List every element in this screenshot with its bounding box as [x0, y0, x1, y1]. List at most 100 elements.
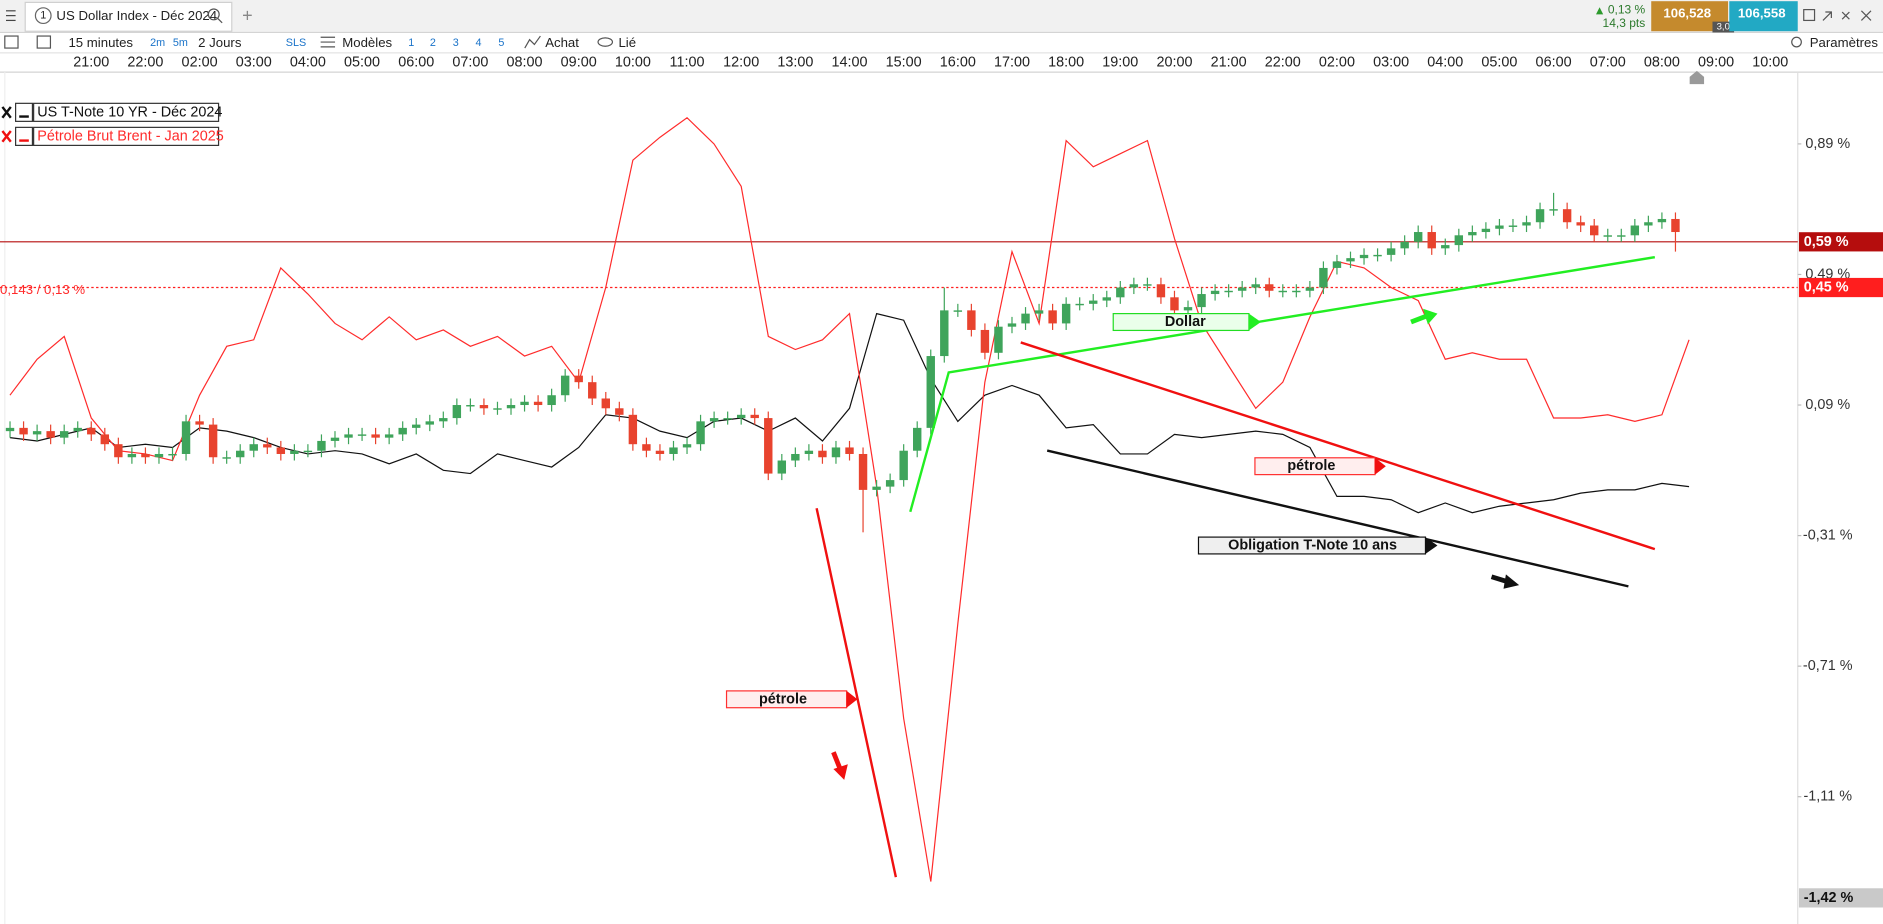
candle-body — [791, 453, 800, 461]
candle-body — [1373, 254, 1382, 257]
candle-body — [804, 450, 814, 454]
trend-line — [1046, 449, 1629, 588]
legend-remove[interactable] — [1, 130, 12, 143]
candle-body — [1116, 287, 1125, 298]
layout-button[interactable]: 5 — [498, 37, 504, 49]
candle-body — [1576, 222, 1585, 226]
candle-body — [1332, 261, 1342, 268]
candle-body — [967, 310, 976, 330]
candle-body — [439, 418, 448, 422]
trend-line — [909, 255, 1656, 513]
candle-body — [1400, 241, 1409, 249]
candle-body — [249, 444, 258, 451]
x-tick-label: 21:00 — [1211, 54, 1247, 70]
candle-body — [263, 444, 272, 448]
candle-body — [980, 329, 990, 353]
linked[interactable]: Lié — [618, 35, 636, 50]
add-tab[interactable]: + — [242, 6, 253, 26]
x-tick-label: 14:00 — [831, 54, 867, 70]
arrow-head — [1423, 308, 1438, 325]
y-tick-label: -0,71 % — [1803, 658, 1853, 674]
layout-button[interactable]: 3 — [453, 37, 459, 49]
arrow-head — [833, 764, 848, 780]
x-tick-label: 04:00 — [1427, 54, 1463, 70]
annotation[interactable]: pétrole — [725, 690, 858, 709]
candle-body — [1265, 284, 1274, 291]
price-badge-label: 0,59 % — [1804, 234, 1849, 250]
candle-body — [1156, 284, 1166, 298]
candle-body — [885, 480, 895, 487]
candle-body — [547, 395, 556, 406]
templates-icon — [320, 36, 336, 48]
price-badge-label: 0,45 % — [1804, 280, 1849, 296]
candle-body — [872, 486, 881, 490]
annotation[interactable]: pétrole — [1254, 457, 1386, 476]
change-percent: 0,13 % — [1608, 3, 1646, 17]
candle-body — [682, 444, 692, 448]
instrument-tab[interactable] — [24, 1, 233, 32]
period[interactable]: 2 Jours — [198, 35, 242, 50]
x-tick-label: 09:00 — [1698, 54, 1734, 70]
candle-body — [452, 405, 462, 419]
x-tick-label: 22:00 — [1265, 54, 1301, 70]
candle-body — [1075, 303, 1084, 306]
candle-body — [32, 431, 42, 435]
candle-body — [1129, 284, 1139, 288]
candle-body — [1468, 232, 1477, 236]
candle-body — [1278, 290, 1287, 293]
buy-button[interactable] — [1729, 1, 1798, 32]
legend-remove[interactable] — [1, 106, 12, 119]
annotation-tip — [846, 690, 858, 708]
candle-body — [1441, 245, 1450, 249]
candle-body — [723, 418, 732, 420]
candle-body — [655, 450, 665, 454]
candle-body — [493, 408, 502, 410]
candle-body — [1644, 222, 1653, 226]
settings[interactable]: Paramètres — [1810, 35, 1879, 50]
legend-toggle[interactable] — [15, 126, 34, 146]
candle-body — [141, 453, 150, 458]
search-icon[interactable] — [207, 8, 220, 21]
candle-body — [669, 447, 678, 454]
x-tick-label: 11:00 — [670, 54, 705, 70]
annotation[interactable]: Dollar — [1112, 313, 1261, 332]
layout-button[interactable]: 4 — [476, 37, 482, 49]
x-tick-label: 17:00 — [994, 54, 1030, 70]
candle-body — [1562, 209, 1572, 223]
candle-body — [1413, 232, 1423, 242]
candle-body — [412, 424, 421, 428]
quick-interval[interactable]: 2m — [150, 37, 165, 49]
x-tick-label: 18:00 — [1048, 54, 1084, 70]
candle-body — [236, 450, 245, 458]
candle-body — [1671, 218, 1680, 233]
close-icon[interactable] — [1860, 10, 1872, 21]
candle-body — [1170, 297, 1179, 311]
menu-button[interactable] — [6, 10, 16, 22]
candle-body — [127, 453, 137, 458]
list-icon[interactable] — [4, 35, 19, 49]
interval[interactable]: 15 minutes — [68, 35, 133, 50]
candle-body — [642, 444, 651, 451]
shrink-icon[interactable] — [1841, 11, 1850, 20]
buy[interactable]: Achat — [545, 35, 579, 50]
expand-icon[interactable] — [1822, 11, 1832, 21]
legend-box — [33, 102, 220, 122]
candle-body — [628, 414, 638, 445]
candle-body — [736, 414, 746, 419]
layout-button[interactable]: 1 — [408, 37, 414, 49]
legend-toggle[interactable] — [15, 102, 34, 122]
layout-icon[interactable] — [36, 35, 52, 49]
templates[interactable]: Modèles — [342, 35, 392, 50]
annotation-label: pétrole — [759, 691, 807, 707]
candle-body — [1481, 228, 1491, 233]
window-icon[interactable] — [1803, 9, 1816, 22]
quick-interval[interactable]: 5m — [173, 37, 188, 49]
layout-button[interactable]: 2 — [430, 37, 436, 49]
annotation[interactable]: Obligation T-Note 10 ans — [1197, 536, 1438, 555]
sls-button[interactable]: SLS — [286, 37, 306, 49]
x-tick-label: 16:00 — [940, 54, 976, 70]
candle-body — [953, 310, 963, 312]
candle-body — [100, 434, 110, 445]
x-tick-label: 13:00 — [777, 54, 813, 70]
